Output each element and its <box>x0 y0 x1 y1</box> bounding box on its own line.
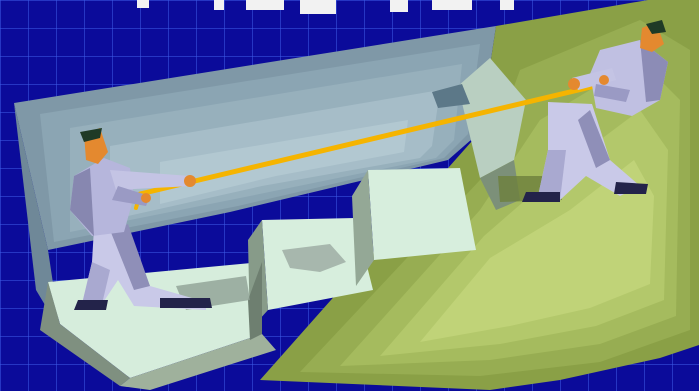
left-figure <box>70 128 212 310</box>
terrain-left-edge <box>14 103 60 330</box>
terrain-steps <box>248 58 526 340</box>
title-fragment <box>137 0 514 14</box>
rope <box>137 79 615 197</box>
right-figure <box>522 20 668 202</box>
